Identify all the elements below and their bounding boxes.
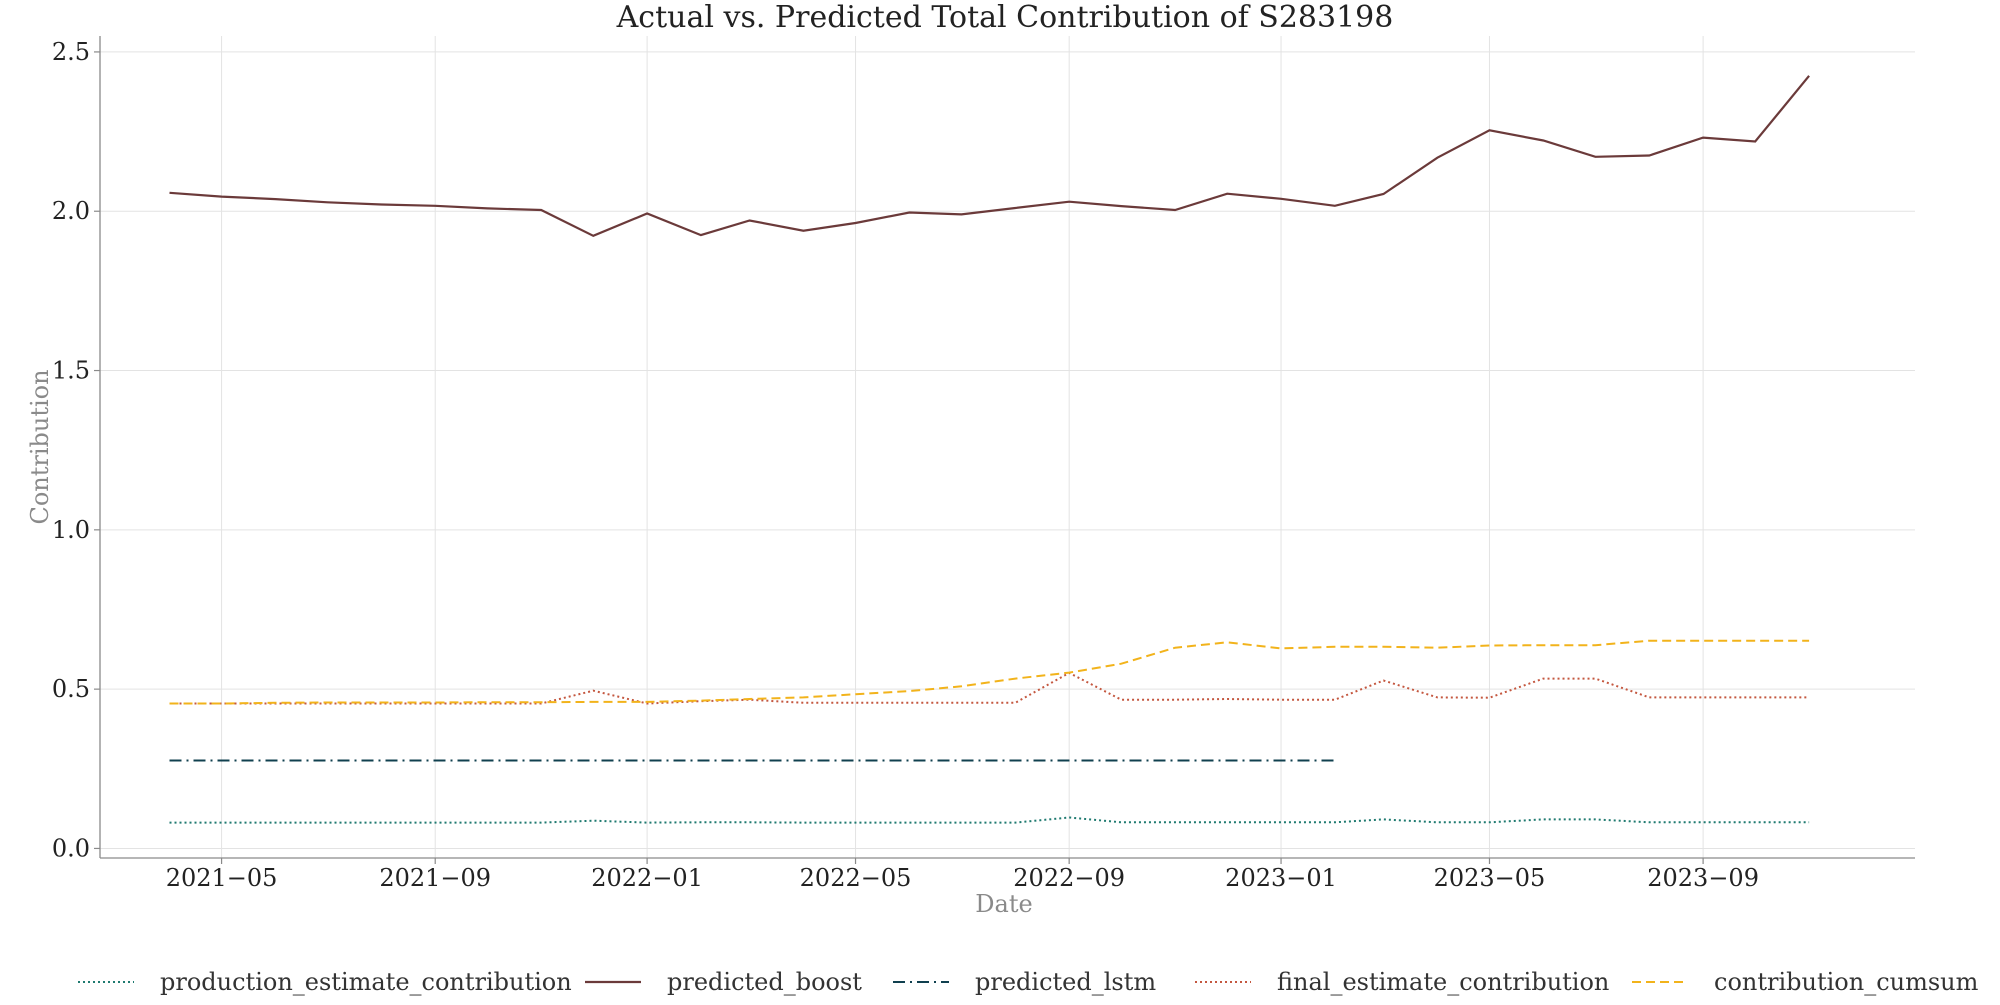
series-lines [169,75,1810,824]
series-predicted_lstm [169,759,1336,762]
series-line [169,816,1810,824]
x-axis-label: Date [975,890,1032,918]
legend-label: predicted_lstm [975,968,1156,996]
x-tick-label: 2022−05 [800,864,912,892]
legend-label: predicted_boost [667,968,862,996]
y-tick-label: 2.0 [52,197,90,225]
data-point [326,759,329,762]
data-point [1333,759,1336,762]
data-point [1120,759,1123,762]
x-tick-label: 2022−01 [591,864,703,892]
series-line [169,671,1810,705]
data-point [1436,821,1439,824]
legend-label: contribution_cumsum [1714,968,1979,996]
y-tick-label: 0.0 [52,834,90,862]
legend-item: contribution_cumsum [1632,968,1979,996]
legend-label: final_estimate_contribution [1277,968,1609,996]
legend-label: production_estimate_contribution [160,968,572,996]
series-line [169,639,1810,705]
data-point [1174,759,1177,762]
y-axis-label: Contribution [26,369,54,524]
y-tick-label: 2.5 [52,38,90,66]
series-final_estimate_contribution [169,671,1810,705]
legend-item: production_estimate_contribution [78,968,572,996]
x-tick-labels: 2021−05 2021−09 2022−01 2022−05 2022−09 2023−… [166,864,1759,892]
series-contribution_cumsum [169,639,1810,705]
legend-item: predicted_boost [585,968,862,996]
x-tick-label: 2023−01 [1225,864,1337,892]
x-tick-label: 2023−09 [1647,864,1759,892]
series-line [169,75,1810,238]
legend-item: predicted_lstm [893,968,1156,996]
legend: production_estimate_contribution predicte… [78,968,1979,996]
data-point [592,759,595,762]
series-production_estimate_contribution [169,816,1810,824]
axes [94,36,1915,864]
x-tick-label: 2021−09 [379,864,491,892]
data-point [908,689,911,692]
legend-item: final_estimate_contribution [1195,968,1609,996]
data-point [1807,696,1810,699]
grid [100,36,1915,858]
y-tick-label: 0.5 [52,675,90,703]
data-point [592,819,595,822]
y-tick-label: 1.5 [52,357,90,385]
data-point [1226,821,1229,824]
series-predicted_boost [169,75,1810,238]
y-tick-label: 1.0 [52,516,90,544]
chart-title: Actual vs. Predicted Total Contribution … [616,0,1394,35]
data-point [1226,641,1229,644]
x-tick-label: 2021−05 [166,864,278,892]
x-tick-label: 2023−05 [1434,864,1546,892]
x-tick-label: 2022−09 [1013,864,1125,892]
y-tick-labels: 0.0 0.5 1.0 1.5 2.0 2.5 [52,38,90,863]
